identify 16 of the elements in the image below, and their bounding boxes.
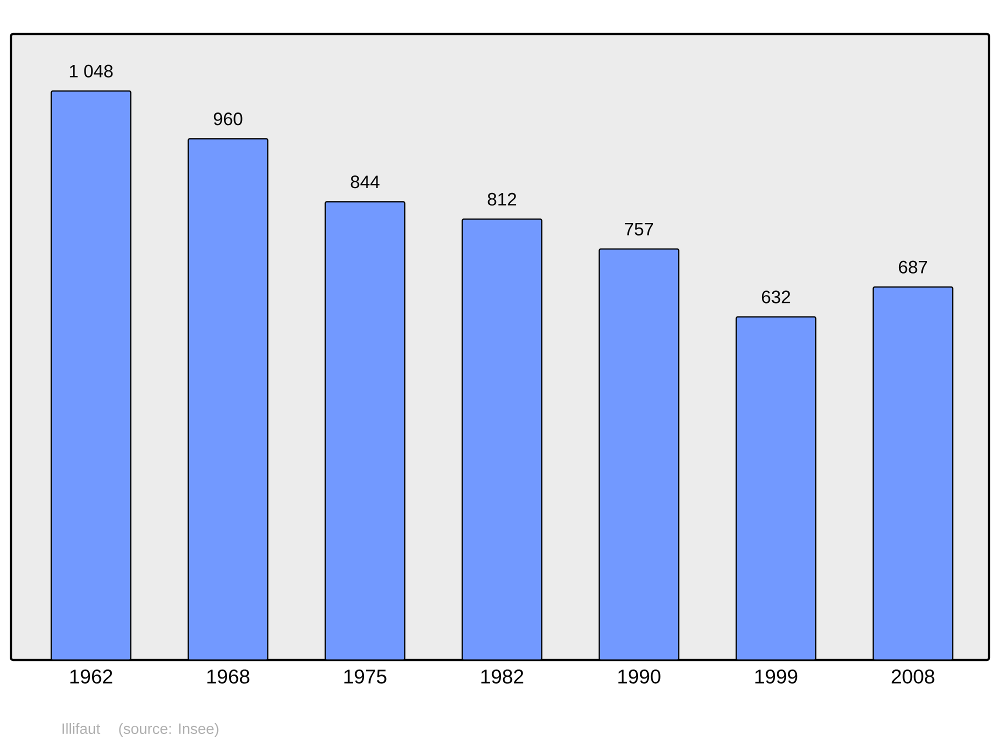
data-label: 844: [350, 176, 380, 188]
x-tick-label: 1968: [207, 670, 250, 684]
text: (source: Insee): [119, 723, 218, 737]
data-label: 1 048: [70, 64, 113, 78]
data-label: 687: [898, 260, 928, 274]
x-tick-label: 1962: [70, 670, 112, 684]
data-label: 632: [762, 290, 790, 304]
data-label: 960: [214, 112, 242, 126]
text: Illifaut: [62, 723, 100, 734]
x-tick-label: 1975: [344, 670, 386, 684]
x-tick-label: 1990: [618, 670, 660, 684]
x-tick-label: 1982: [481, 670, 524, 684]
data-label: 812: [488, 192, 516, 206]
x-tick-label: 1999: [755, 670, 798, 684]
data-label: 757: [624, 222, 654, 236]
x-tick-label: 2008: [892, 670, 934, 684]
